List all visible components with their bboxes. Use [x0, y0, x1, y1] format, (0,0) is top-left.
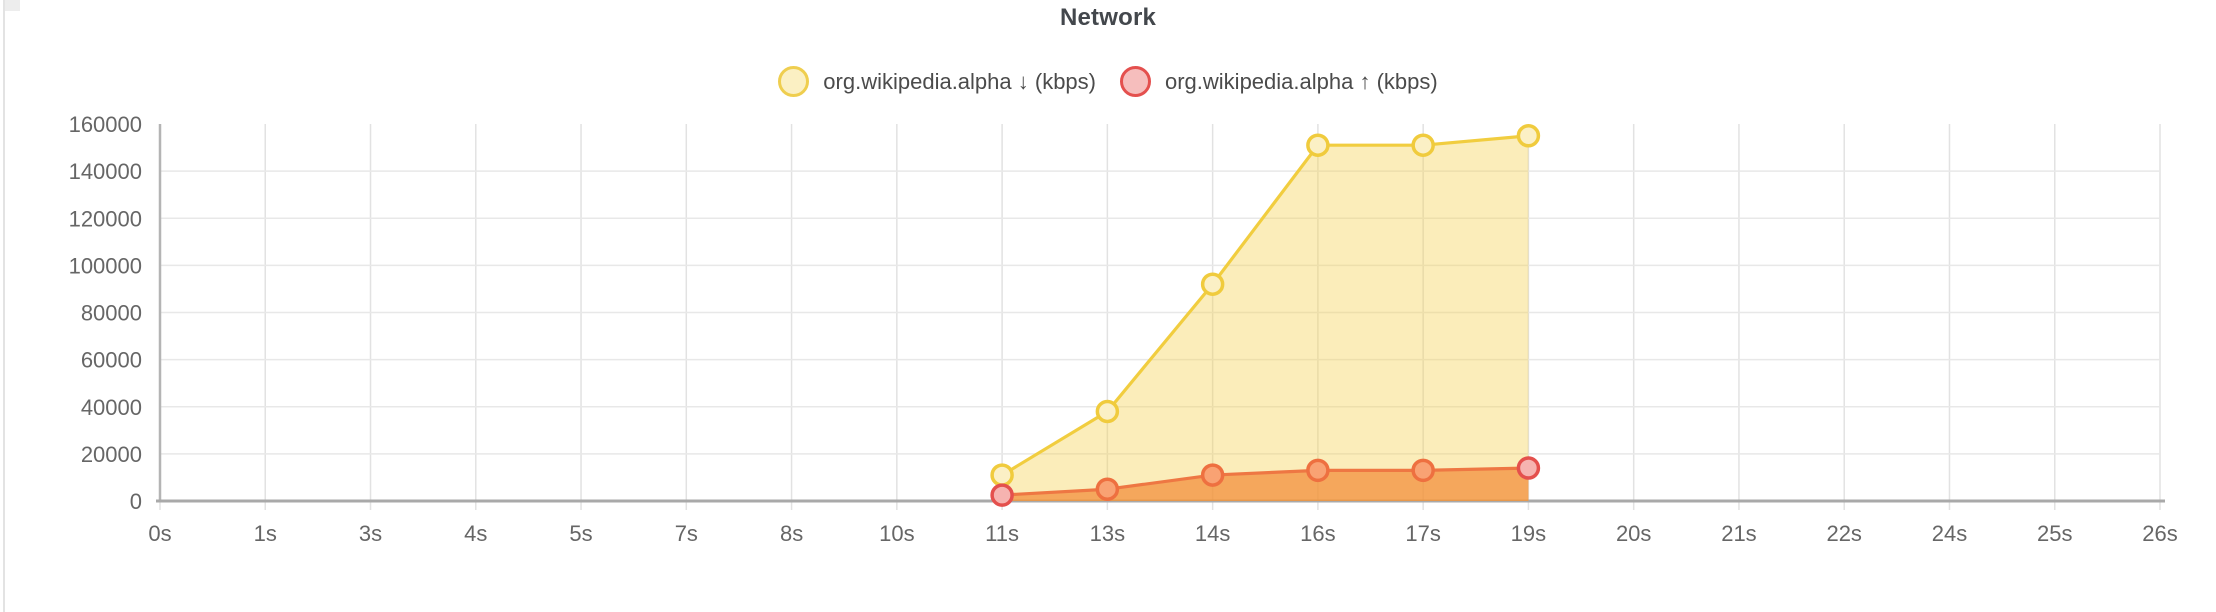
data-point-upload-17s[interactable]	[1411, 458, 1435, 483]
data-point-upload-14s[interactable]	[1200, 463, 1225, 487]
y-tick-label: 80000	[81, 301, 142, 326]
x-tick-label: 20s	[1616, 521, 1651, 546]
x-tick-label: 24s	[1932, 521, 1967, 546]
data-point-download-11s[interactable]	[990, 463, 1014, 487]
x-tick-label: 21s	[1721, 521, 1756, 546]
data-point-download-19s[interactable]	[1516, 124, 1541, 148]
y-tick-label: 20000	[81, 442, 142, 467]
panel-left-border	[3, 0, 5, 612]
data-point-upload-19s[interactable]	[1516, 456, 1541, 480]
upload-series-swatch-icon	[1120, 66, 1151, 97]
legend-item-download[interactable]: org.wikipedia.alpha ↓ (kbps)	[778, 66, 1096, 97]
x-tick-label: 11s	[985, 521, 1019, 546]
series-area-download	[1002, 135, 1529, 501]
data-point-upload-11s[interactable]	[990, 483, 1014, 507]
x-tick-label: 22s	[1826, 521, 1861, 546]
x-tick-label: 17s	[1405, 521, 1440, 546]
x-tick-label: 5s	[569, 521, 592, 546]
x-tick-label: 25s	[2037, 521, 2072, 546]
legend-item-upload[interactable]: org.wikipedia.alpha ↑ (kbps)	[1120, 66, 1438, 97]
series-line-upload	[1002, 466, 1529, 497]
y-tick-label: 60000	[81, 348, 142, 373]
x-tick-label: 13s	[1090, 521, 1125, 546]
chart-title: Network	[1059, 4, 1157, 31]
data-point-upload-16s[interactable]	[1306, 458, 1330, 483]
x-tick-label: 4s	[464, 521, 487, 546]
x-tick-label: 19s	[1511, 521, 1546, 546]
data-point-upload-13s[interactable]	[1095, 477, 1120, 501]
x-tick-label: 3s	[359, 521, 382, 546]
x-tick-label: 14s	[1195, 521, 1230, 546]
x-tick-label: 8s	[780, 521, 803, 546]
x-tick-label: 10s	[879, 521, 914, 546]
y-tick-label: 0	[130, 489, 142, 514]
x-tick-label: 26s	[2142, 521, 2177, 546]
legend-label-upload: org.wikipedia.alpha ↑ (kbps)	[1165, 68, 1438, 94]
x-tick-label: 1s	[254, 521, 277, 546]
chart-legend: org.wikipedia.alpha ↓ (kbps) org.wikiped…	[0, 66, 2216, 97]
y-tick-label: 140000	[69, 159, 142, 184]
y-tick-label: 40000	[81, 395, 142, 420]
data-point-download-16s[interactable]	[1306, 133, 1330, 157]
panel-corner-notch	[5, 0, 20, 11]
data-point-download-14s[interactable]	[1200, 272, 1225, 296]
y-tick-label: 100000	[69, 253, 142, 278]
x-tick-label: 7s	[675, 521, 698, 546]
series-line-download	[1001, 134, 1529, 477]
data-point-download-13s[interactable]	[1095, 399, 1120, 424]
x-tick-label: 16s	[1300, 521, 1335, 546]
y-tick-label: 160000	[69, 112, 142, 137]
series-area-upload	[1002, 468, 1529, 501]
legend-label-download: org.wikipedia.alpha ↓ (kbps)	[823, 68, 1096, 94]
download-series-swatch-icon	[778, 66, 810, 97]
data-point-download-17s[interactable]	[1411, 133, 1435, 157]
y-tick-label: 120000	[69, 206, 142, 231]
x-tick-label: 0s	[148, 521, 171, 546]
